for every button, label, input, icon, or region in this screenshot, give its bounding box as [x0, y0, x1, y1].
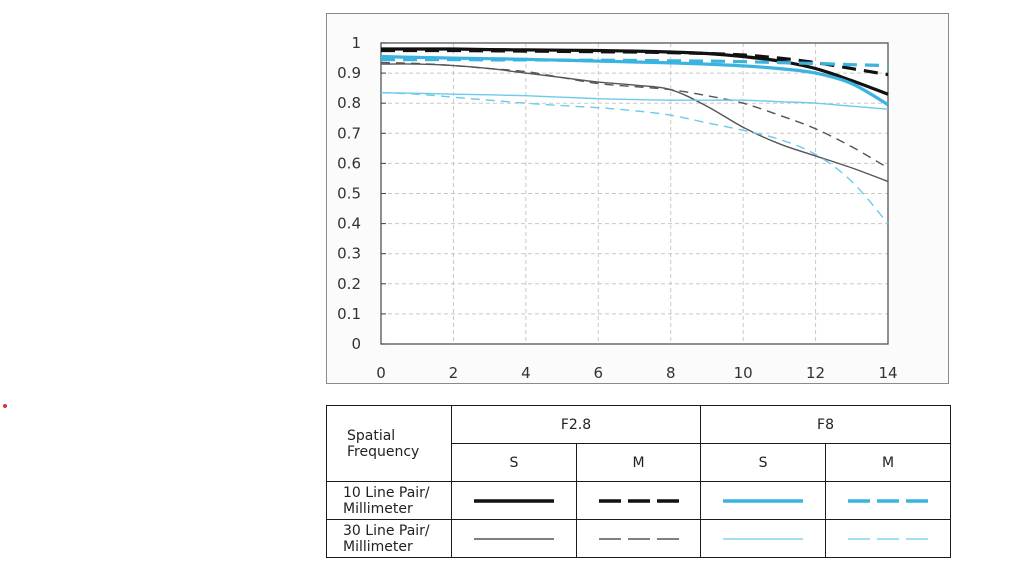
sample-f8-m-30	[825, 519, 952, 558]
red-marker-dot	[3, 404, 7, 408]
axes	[380, 42, 889, 345]
row-label-30lp: 30 Line Pair/ Millimeter	[326, 519, 452, 558]
sample-f8-s-30	[700, 519, 827, 558]
sample-f28-m-10	[575, 481, 702, 520]
aperture-header-f8: F8	[700, 405, 952, 444]
y-tick-label: 0.8	[337, 94, 361, 112]
y-tick-label: 0.6	[337, 154, 361, 172]
subcol-f8-m: M	[825, 443, 952, 482]
x-tick-label: 2	[449, 364, 459, 382]
row-label-10lp-line1: 10 Line Pair/	[343, 484, 430, 501]
grid	[381, 43, 889, 344]
legend-row-10lp: 10 Line Pair/ Millimeter	[326, 481, 952, 520]
y-tick-label: 0	[351, 335, 361, 353]
subcol-f28-m: M	[575, 443, 702, 482]
x-tick-label: 12	[806, 364, 825, 382]
series-line-f8-m-30-line-pair-millimeter	[380, 92, 889, 225]
y-tick-label: 1	[351, 34, 361, 52]
sample-f28-s-10	[451, 481, 577, 520]
aperture-header-f28: F2.8	[450, 405, 702, 444]
sample-f28-m-30	[575, 519, 702, 558]
y-tick-label: 0.2	[337, 275, 361, 293]
sample-f8-s-10	[700, 481, 827, 520]
y-tick-label: 0.7	[337, 124, 361, 142]
legend-table: Spatial Frequency F2.8 F8 S M S M 10 Lin…	[326, 405, 952, 558]
legend-row-30lp: 30 Line Pair/ Millimeter	[326, 519, 952, 558]
y-tick-label: 0.3	[337, 245, 361, 263]
x-tick-label: 6	[594, 364, 604, 382]
sample-f8-m-10	[825, 481, 952, 520]
tick-labels: 00.10.20.30.40.50.60.70.80.910 2 4 6 8 10 12 14	[337, 34, 897, 382]
subcol-f8-s: S	[700, 443, 827, 482]
x-tick-label: 14	[878, 364, 897, 382]
chart-canvas: 00.10.20.30.40.50.60.70.80.910 2 4 6 8 10 12 14	[337, 34, 897, 382]
series-line-f2-8-m-10-line-pair-millimeter	[381, 48, 889, 77]
x-tick-label: 0	[376, 364, 386, 382]
y-tick-label: 0.9	[337, 64, 361, 82]
row-label-30lp-line2: Millimeter	[343, 538, 413, 555]
y-tick-label: 0.1	[337, 305, 361, 323]
x-tick-label: 10	[734, 364, 753, 382]
row-label-30lp-line1: 30 Line Pair/	[343, 522, 430, 539]
y-tick-label: 0.4	[337, 215, 361, 233]
row-label-10lp: 10 Line Pair/ Millimeter	[326, 481, 452, 520]
x-tick-label: 8	[666, 364, 676, 382]
spatial-label: Spatial	[347, 427, 396, 444]
frequency-label: Frequency	[347, 443, 420, 460]
y-tick-label: 0.5	[337, 185, 361, 203]
row-label-10lp-line2: Millimeter	[343, 500, 413, 517]
series-line-f8-s-30-line-pair-millimeter	[380, 92, 889, 110]
series-line-f8-m-10-line-pair-millimeter	[381, 57, 889, 68]
spatial-frequency-header: Spatial Frequency	[326, 405, 452, 482]
sample-f28-s-30	[451, 519, 577, 558]
series-line-f2-8-m-30-line-pair-millimeter	[380, 61, 889, 169]
mtf-chart: 0 0.1 0.2 0.3 0.4 0.5 0.6 0.7 0.8 0.9 1 0 2 4 6 8 10 12 14	[326, 13, 949, 384]
subcol-f28-s: S	[451, 443, 577, 482]
x-tick-label: 4	[521, 364, 531, 382]
series-lines	[380, 47, 889, 225]
